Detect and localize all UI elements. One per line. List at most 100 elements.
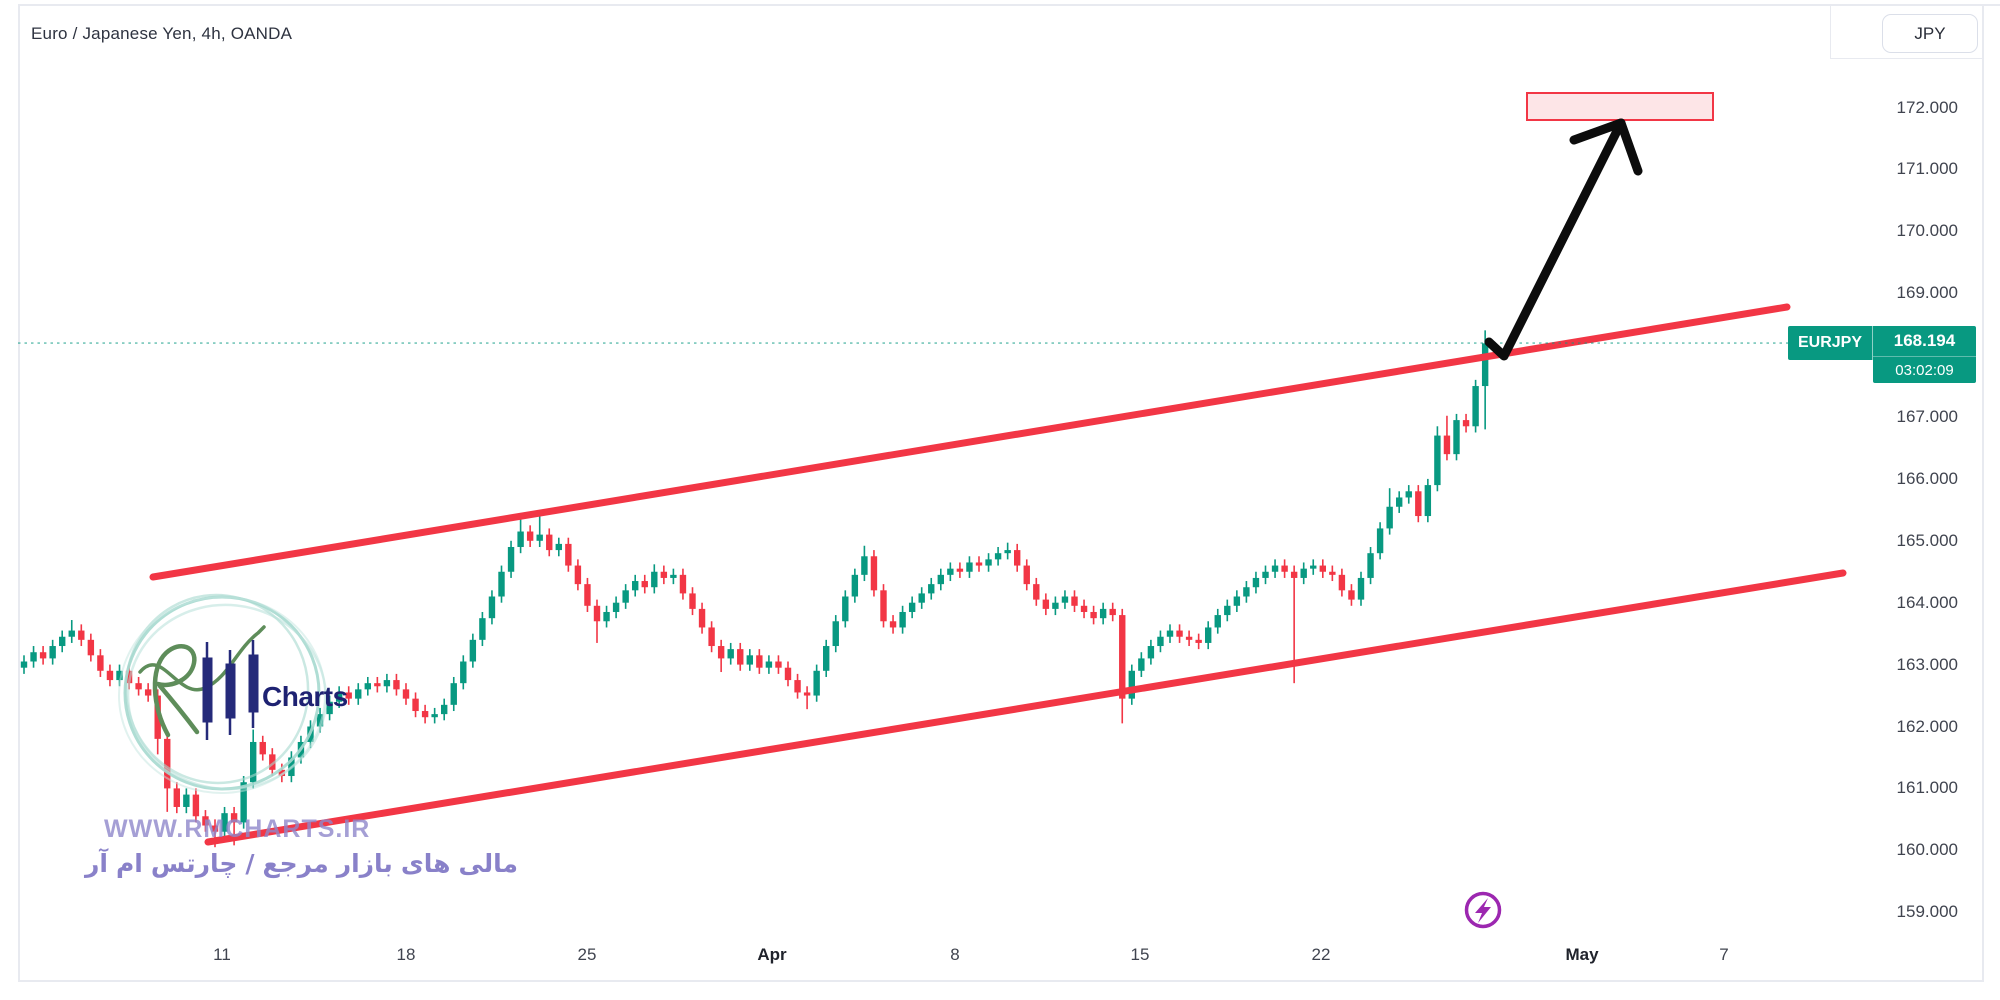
candle-body [842, 596, 849, 622]
time-tick-label: 7 [1719, 945, 1729, 964]
frame-bottom-line [18, 980, 1984, 982]
candle-body [889, 621, 897, 628]
candle-body [1481, 343, 1489, 387]
currency-button[interactable]: JPY [1882, 14, 1978, 53]
candle-body [498, 571, 505, 597]
candle-body [1014, 550, 1021, 566]
candle-body [746, 655, 753, 665]
candle-body [975, 562, 983, 566]
candle-body [1052, 602, 1059, 609]
candle-body [479, 618, 486, 640]
frame-right-line [1982, 4, 1984, 980]
candle-body [1300, 568, 1307, 578]
candle-body [221, 813, 228, 832]
price-tick-label: 167.000 [1896, 407, 1958, 426]
price-tick-label: 169.000 [1896, 283, 1958, 303]
candle-body [899, 611, 906, 628]
candlestick-series [20, 330, 1489, 848]
projection-arrow-head [1569, 118, 1643, 176]
candle-body [1233, 596, 1241, 606]
candle-body [1462, 420, 1470, 427]
candle-body [956, 568, 964, 572]
candle-body [345, 692, 352, 699]
candle-body [994, 553, 1002, 560]
candle-body [507, 546, 515, 572]
candle-body [1290, 571, 1298, 578]
candle-body [870, 556, 878, 591]
candle-body [355, 689, 362, 699]
candle-body [154, 695, 161, 739]
target-zone-box [1526, 92, 1714, 121]
candle-body [1252, 577, 1260, 588]
candle-body [1434, 435, 1441, 486]
candle-body [240, 782, 247, 823]
candle-body [164, 738, 171, 789]
price-tick-label: 170.000 [1896, 221, 1958, 241]
candle-body [116, 670, 123, 681]
candle-body [1185, 636, 1193, 640]
logo-candle-bars [202, 640, 259, 740]
candle-body [30, 652, 37, 662]
candle-body [326, 701, 333, 715]
candle-body [670, 574, 677, 578]
candle-body [412, 698, 419, 712]
candle-body [39, 652, 47, 659]
candle-body [49, 646, 56, 659]
candle-body [784, 667, 792, 681]
candle-body [441, 704, 448, 715]
candle-body [641, 581, 648, 588]
price-tick-label: 163.000 [1896, 654, 1958, 674]
currency-cell-separator-h [1830, 58, 1983, 59]
candle-body [202, 816, 209, 826]
candle-body [68, 630, 75, 637]
price-tick-label: 161.000 [1896, 778, 1958, 798]
trend-channel [18, 303, 1847, 846]
candle-body [1271, 565, 1279, 572]
candle-body [1138, 658, 1145, 671]
candle-body [803, 692, 811, 696]
candle-body [689, 593, 696, 609]
candle-body [106, 670, 114, 681]
candle-body [1205, 627, 1212, 643]
candle-body [1405, 491, 1412, 498]
price-tick-label: 160.000 [1896, 840, 1958, 860]
candle-body [1166, 630, 1174, 637]
candle-body [928, 584, 935, 594]
candle-body [278, 769, 286, 777]
candle-body [555, 543, 562, 551]
candle-body [574, 565, 582, 585]
price-tick-label: 159.000 [1896, 902, 1958, 922]
candle-body [78, 630, 85, 640]
candle-body [59, 636, 66, 647]
lightning-icon [1464, 891, 1502, 929]
candle-body [880, 590, 887, 622]
candle-body [1338, 574, 1346, 591]
candle-body [622, 590, 629, 603]
candle-body [765, 661, 773, 668]
candle-body [612, 602, 620, 612]
time-tick-label: 25 [577, 945, 597, 964]
candle-body [861, 556, 868, 575]
time-tick-label: Apr [757, 945, 787, 964]
frame-top-line [18, 4, 2000, 6]
watermark-persian-word: مالی [458, 849, 519, 878]
candle-body [20, 661, 28, 668]
candle-body [364, 683, 371, 690]
candle-body [1042, 599, 1050, 609]
candle-body [1214, 615, 1221, 628]
candle-body [1415, 491, 1422, 517]
symbol-title[interactable]: Euro / Japanese Yen, 4h, OANDA [31, 24, 293, 43]
price-tick-label: 164.000 [1896, 592, 1958, 612]
candle-body [1090, 611, 1097, 619]
candle-body [832, 621, 839, 647]
candle-body [1099, 608, 1107, 619]
candle-body [488, 596, 496, 619]
currency-cell-separator-v [1830, 4, 1831, 58]
candle-body [383, 680, 391, 687]
candle-body [1033, 584, 1040, 600]
candle-body [1348, 590, 1355, 600]
candle-body [135, 683, 142, 690]
candle-body [1243, 587, 1250, 597]
watermark-persian-word: / [245, 849, 255, 878]
